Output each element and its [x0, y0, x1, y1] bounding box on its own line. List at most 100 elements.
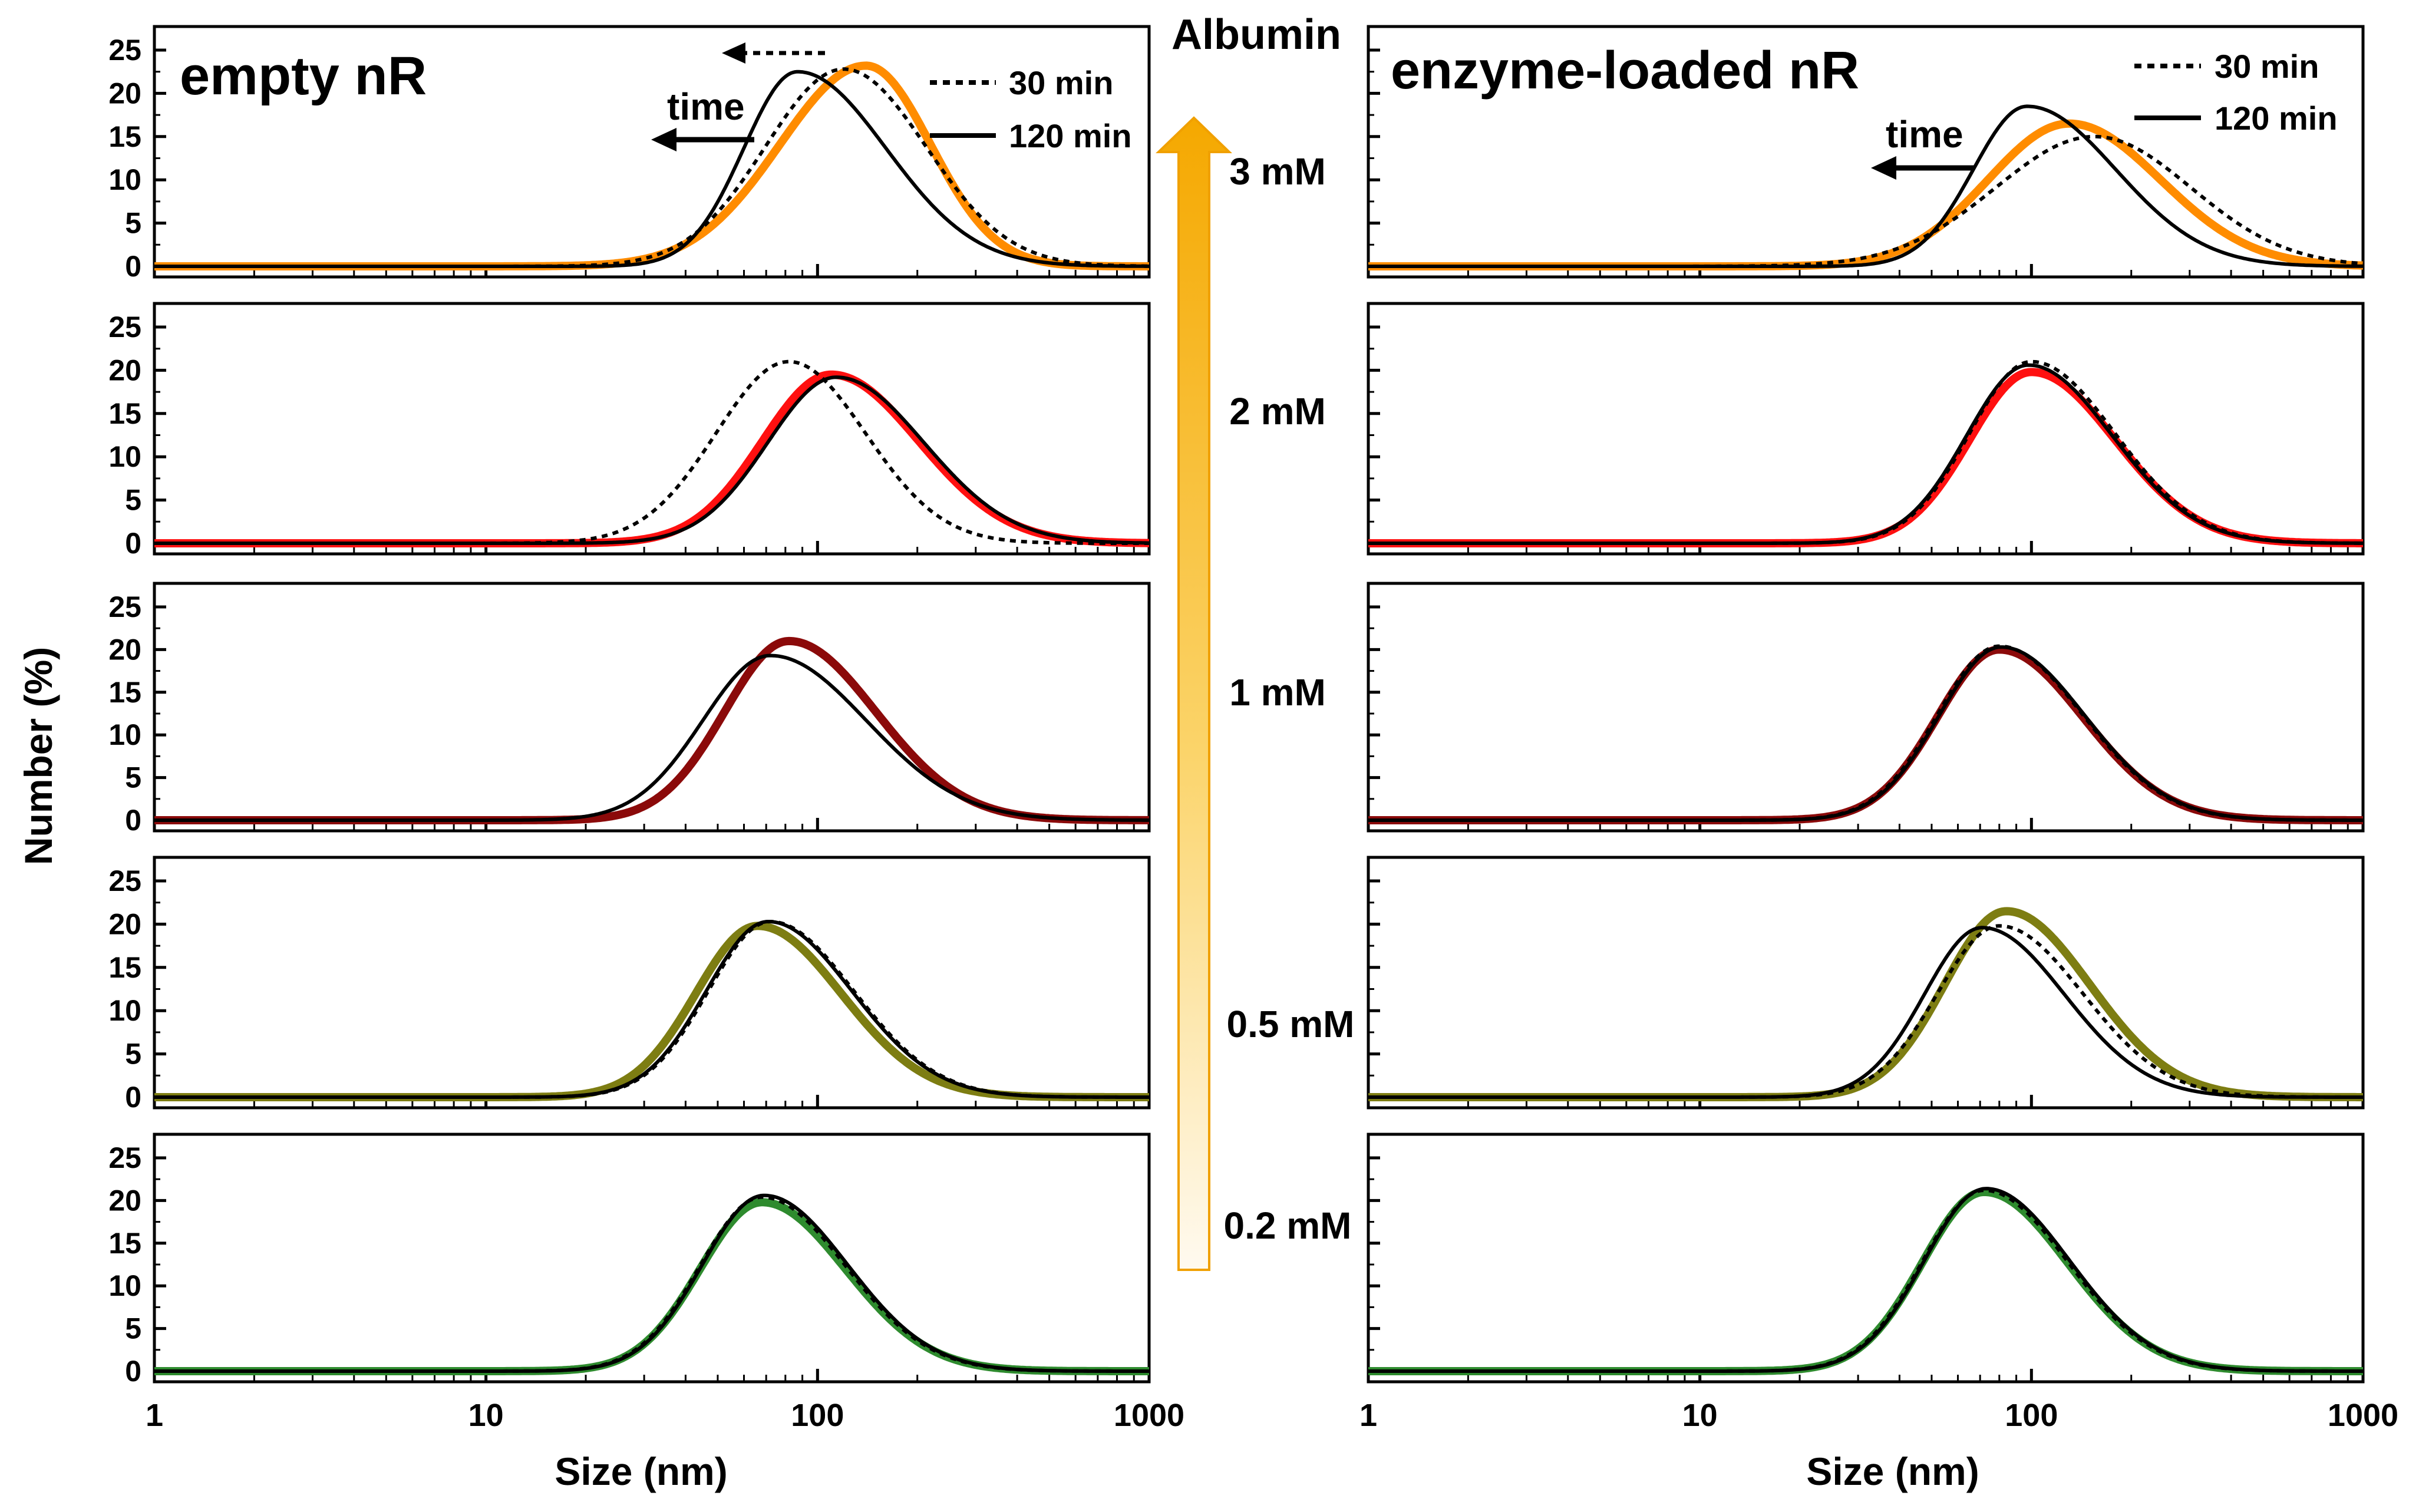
y-tick-label: 25: [108, 34, 141, 67]
panel-empty-0.5mM: 0 5 10 15 20 25: [108, 856, 1151, 1114]
y-tick-label: 5: [125, 1038, 141, 1071]
x-tick-label: 10: [468, 1398, 504, 1433]
y-tick-label: 20: [108, 907, 141, 940]
conc-label-0.5mm: 0.5 mM: [1227, 1003, 1355, 1045]
series-line-30min: [1368, 644, 2363, 822]
y-tick-label: 5: [125, 484, 141, 517]
y-tick-label: 10: [108, 994, 141, 1027]
x-tick-label: 1: [146, 1398, 163, 1433]
series-line-0min: [152, 1198, 1151, 1375]
left-annotations: time 30 min 120 min: [651, 42, 1132, 154]
series-line-0min: [1366, 645, 2365, 824]
x-tick-label: 1000: [2328, 1398, 2398, 1433]
series-line-120min: [154, 70, 1149, 268]
x-tick-label: 10: [1682, 1398, 1718, 1433]
series-line-120min: [154, 375, 1149, 545]
series-line-0min: [152, 636, 1151, 824]
y-tick-label: 10: [108, 440, 141, 473]
series-line-120min: [1368, 363, 2363, 545]
legend-dotted-label-left: 30 min: [1009, 64, 1113, 101]
time-label-right: time: [1886, 113, 1963, 156]
panel-enzyme-3mM: [1366, 25, 2365, 279]
y-tick-label: 25: [108, 864, 141, 897]
x-axis-label-left: Size (nm): [555, 1450, 727, 1493]
plot-frame: [1367, 302, 2365, 556]
time-arrow-head-left-icon: [651, 128, 676, 151]
series-line-30min: [154, 67, 1150, 268]
plot-frame: [153, 1133, 1151, 1384]
y-tick-label: 25: [108, 590, 141, 623]
legend-solid-label-right: 120 min: [2215, 100, 2338, 137]
conc-label-0.2mm: 0.2 mM: [1224, 1204, 1352, 1247]
y-tick-label: 5: [125, 1312, 141, 1345]
legend-dotted-label-right: 30 min: [2215, 48, 2319, 85]
panel-empty-1mM: 0 5 10 15 20 25: [108, 582, 1151, 837]
series-line-120min: [1368, 1187, 2363, 1373]
conc-label-1mm: 1 mM: [1229, 671, 1326, 714]
series-line-120min: [154, 920, 1149, 1099]
panel-empty-3mM: 0 5 10 15 20 25: [108, 25, 1151, 283]
time-arrow-head-right-icon: [1871, 156, 1896, 180]
y-tick-label: 20: [108, 1184, 141, 1217]
series-line-30min: [1368, 359, 2363, 545]
x-tick-label: 1000: [1114, 1398, 1184, 1433]
y-tick-label: 5: [125, 761, 141, 794]
plot-frame: [1367, 1133, 2365, 1384]
y-tick-label: 10: [108, 163, 141, 196]
panels-layer: 0510152025051015202505101520250510152025…: [108, 25, 2398, 1433]
plot-frame: [153, 25, 1151, 279]
y-tick-label: 10: [108, 1269, 141, 1302]
series-line-30min: [154, 1195, 1149, 1373]
plot-frame: [1367, 856, 2365, 1110]
plot-frame: [1367, 25, 2365, 279]
time-label-left: time: [667, 85, 745, 128]
albumin-label: Albumin: [1171, 11, 1341, 58]
legend-solid-label-left: 120 min: [1009, 117, 1132, 154]
series-line-120min: [1368, 926, 2363, 1099]
albumin-arrow: [1156, 116, 1232, 1271]
x-axis-label-right: Size (nm): [1806, 1450, 1979, 1493]
right-annotations: time 30 min 120 min: [1871, 48, 2338, 180]
y-axis-label: Number (%): [16, 647, 60, 865]
y-tick-label: 20: [108, 354, 141, 387]
plot-frame: [153, 856, 1151, 1110]
series-line-30min: [1368, 924, 2363, 1099]
series-line-120min: [154, 653, 1149, 822]
panel-empty-0.2mM: 0 5 10 15 20 25 1 10 100 1000: [108, 1133, 1184, 1433]
y-tick-label: 25: [108, 311, 141, 344]
series-line-120min: [154, 1193, 1149, 1373]
y-tick-label: 0: [125, 527, 141, 560]
plot-frame: [153, 582, 1151, 833]
y-tick-label: 5: [125, 207, 141, 240]
series-line-120min: [1368, 104, 2363, 268]
panel-enzyme-1mM: [1366, 582, 2365, 833]
panel-empty-2mM: 0 5 10 15 20 25: [108, 302, 1151, 560]
y-tick-label: 15: [108, 951, 141, 984]
y-tick-label: 10: [108, 718, 141, 751]
series-line-0min: [152, 370, 1151, 547]
panel-enzyme-2mM: [1366, 302, 2365, 556]
y-tick-label: 20: [108, 77, 141, 110]
panel-enzyme-0.5mM: [1366, 856, 2365, 1110]
x-tick-label: 100: [2005, 1398, 2058, 1433]
x-tick-label: 100: [791, 1398, 844, 1433]
right-panel-title: enzyme-loaded nR: [1391, 41, 1859, 100]
y-tick-label: 15: [108, 397, 141, 430]
conc-label-2mm: 2 mM: [1229, 390, 1326, 433]
left-panel-title: empty nR: [180, 46, 427, 106]
series-line-30min: [1368, 134, 2364, 268]
y-tick-label: 0: [125, 1355, 141, 1388]
series-line-0min: [1366, 368, 2365, 547]
y-tick-label: 0: [125, 804, 141, 837]
y-tick-label: 25: [108, 1141, 141, 1174]
y-tick-label: 20: [108, 633, 141, 666]
y-tick-label: 15: [108, 120, 141, 153]
y-tick-label: 15: [108, 1227, 141, 1260]
panel-enzyme-0.2mM: 1 10 100 1000: [1359, 1133, 2398, 1433]
albumin-arrow-icon: [1156, 116, 1232, 1271]
y-tick-label: 0: [125, 250, 141, 283]
plot-frame: [153, 302, 1151, 556]
series-line-0min: [1366, 119, 2365, 270]
y-tick-label: 0: [125, 1081, 141, 1114]
